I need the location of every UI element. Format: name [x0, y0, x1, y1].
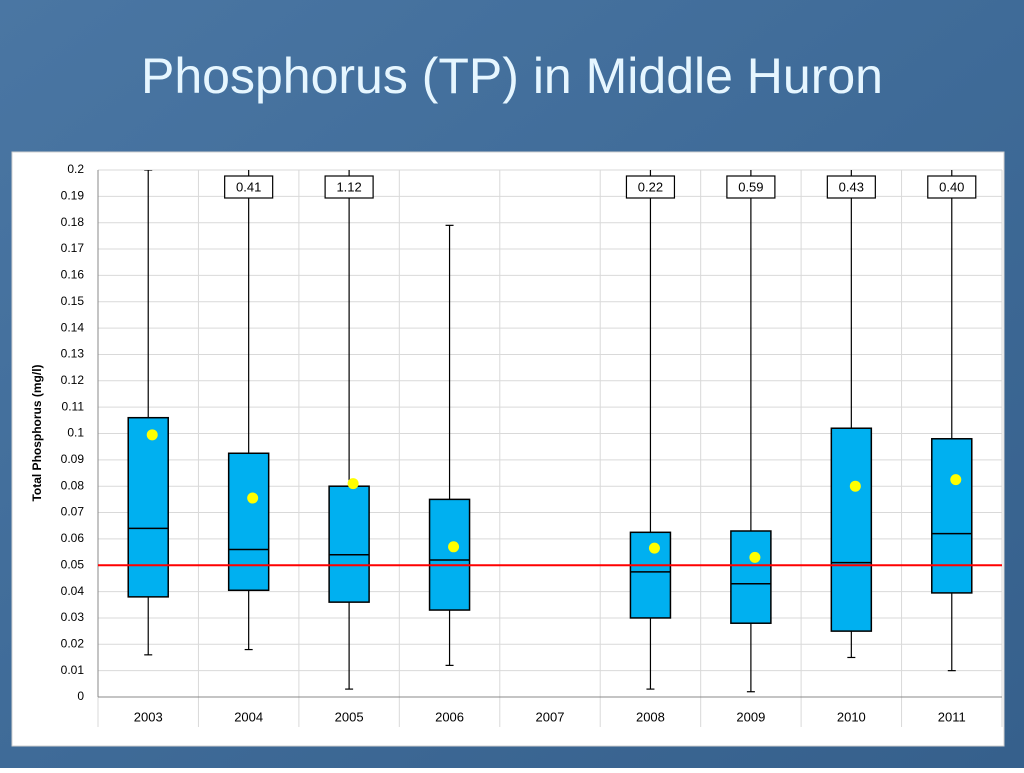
max-label-box: [826, 175, 876, 199]
max-label-box: [224, 175, 274, 199]
y-tick-label: 0.14: [61, 320, 85, 334]
mean-dot: [950, 474, 962, 486]
max-label-box: [726, 175, 776, 199]
y-tick-label: 0.02: [61, 636, 85, 650]
box: [227, 452, 270, 592]
x-tick-label: 2009: [736, 709, 765, 724]
y-tick-label: 0.16: [61, 268, 85, 282]
mean-dot: [146, 429, 158, 441]
box: [730, 530, 772, 624]
y-tick-label: 0.15: [61, 294, 85, 308]
whisker-clip: [144, 170, 956, 693]
y-tick-label: 0.06: [61, 531, 85, 545]
plot: 0 0.01 0.02 0.03 0.04 0.05 0.06 0.07 0.08 0.09 0.1…: [61, 162, 1003, 727]
max-label: 1.12: [336, 179, 361, 194]
y-tick-label: 0.04: [61, 584, 85, 598]
y-tick-label: 0.17: [61, 241, 85, 255]
y-tick-label: 0.03: [61, 610, 85, 624]
y-tick-label: 0.18: [61, 215, 85, 229]
mean-dot: [849, 480, 861, 492]
box: [127, 416, 169, 598]
x-tick-label: 2005: [335, 709, 364, 724]
x-tick-label: 2010: [837, 709, 866, 724]
mean-dot: [347, 478, 359, 490]
y-tick-label: 0.08: [61, 478, 85, 492]
y-tick-label: 0.11: [62, 399, 85, 413]
y-tick-label: 0.1: [67, 426, 84, 440]
x-tick-label: 2007: [536, 709, 565, 724]
box: [830, 427, 873, 632]
mean-dot: [448, 541, 460, 553]
max-label: 0.40: [939, 179, 964, 194]
y-tick-label: 0.12: [61, 373, 85, 387]
max-label-box: [625, 175, 676, 199]
x-tick-label: 2006: [435, 709, 464, 724]
x-tick-label: 2004: [234, 709, 263, 724]
slide-title: Phosphorus (TP) in Middle Huron: [141, 48, 883, 104]
mean-dot: [749, 551, 761, 563]
max-label-box: [324, 175, 374, 199]
y-tick-label: 0.13: [61, 347, 85, 361]
x-tick-label: 2003: [134, 709, 163, 724]
y-tick-label: 0.09: [61, 452, 85, 466]
y-tick-label: 0.05: [61, 557, 85, 571]
box: [328, 485, 370, 603]
y-tick-label: 0.2: [67, 162, 84, 176]
max-label: 0.59: [738, 179, 763, 194]
max-label: 0.43: [839, 179, 864, 194]
x-tick-label: 2011: [938, 709, 966, 724]
x-tick-label: 2008: [636, 709, 665, 724]
y-tick-label: 0.19: [61, 189, 85, 203]
max-label-box: [927, 175, 977, 199]
y-tick-label: 0.07: [61, 505, 85, 519]
mean-dot: [247, 492, 259, 504]
box: [931, 438, 973, 594]
y-tick-label: 0: [77, 689, 84, 703]
max-label: 0.41: [236, 179, 261, 194]
y-tick-label: 0.01: [61, 663, 85, 677]
box: [428, 498, 471, 611]
y-axis-label: Total Phosphorus (mg/l): [30, 364, 44, 501]
mean-dot: [648, 542, 660, 554]
max-label: 0.22: [638, 179, 663, 194]
